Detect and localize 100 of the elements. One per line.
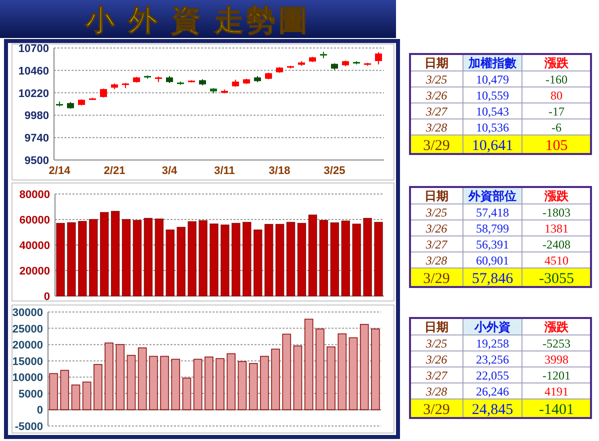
y-tick-label: 25000	[12, 323, 43, 336]
y-tick-label: 20000	[19, 266, 50, 278]
bar	[104, 342, 114, 410]
text: 22,055	[476, 368, 509, 382]
text: -1803	[542, 205, 570, 220]
text: 19,258	[476, 336, 509, 350]
bar	[67, 222, 76, 296]
text: 80	[550, 88, 562, 102]
bar	[60, 370, 70, 410]
text: 10,536	[476, 120, 509, 134]
y-tick-label: 10700	[18, 43, 49, 55]
bar	[116, 344, 125, 410]
text: 加權指數	[468, 56, 518, 70]
bar	[348, 337, 358, 410]
text: 3/28	[424, 384, 448, 398]
text: -3055	[539, 270, 574, 287]
bar	[271, 348, 280, 410]
bar	[78, 221, 87, 296]
bar	[138, 347, 147, 410]
text: 外資部位	[468, 188, 516, 203]
x-tick-label: 3/18	[268, 165, 290, 177]
text: 3/27	[424, 104, 448, 118]
text: 3/25	[424, 205, 448, 220]
x-tick-label: 3/4	[162, 165, 178, 177]
text: 57,846	[472, 270, 514, 287]
bar	[198, 220, 208, 296]
bar	[56, 222, 65, 296]
bar	[94, 364, 102, 410]
bar	[371, 328, 380, 410]
bar	[275, 224, 284, 296]
text: 56,391	[476, 237, 509, 252]
bar	[316, 328, 324, 410]
y-tick-label: 40000	[19, 240, 50, 252]
text: 58,799	[476, 221, 509, 236]
bar	[260, 356, 269, 410]
bar	[82, 382, 92, 410]
bar	[304, 318, 314, 410]
text: 10,559	[476, 88, 509, 102]
bar	[182, 378, 192, 410]
bar	[122, 219, 131, 296]
text: 3/29	[423, 138, 450, 154]
y-tick-label: 80000	[19, 189, 50, 201]
text: -6	[552, 120, 562, 134]
bar	[238, 361, 247, 410]
bar	[132, 220, 142, 296]
y-tick-label: 30000	[12, 307, 43, 319]
text: -1401	[539, 402, 574, 418]
text: 3/25	[424, 72, 448, 86]
chart-title: 小 外 資 走勢圖	[84, 5, 311, 37]
y-tick-label: 5000	[18, 388, 43, 400]
text: 57,418	[476, 205, 509, 220]
x-tick-label: 2/14	[48, 165, 72, 177]
bar	[341, 220, 350, 296]
text: 23,256	[476, 352, 509, 366]
text: -2408	[542, 237, 570, 252]
bar	[226, 353, 236, 410]
bar	[330, 222, 339, 296]
bar	[286, 222, 296, 296]
text: 105	[545, 138, 568, 154]
y-tick-label: 10220	[18, 88, 49, 100]
bar	[154, 218, 164, 296]
bar	[338, 333, 347, 410]
text: 漲跌	[544, 56, 570, 70]
bar	[71, 384, 80, 410]
text: 4191	[544, 384, 568, 398]
y-tick-label: -5000	[14, 421, 43, 433]
text: 3/29	[423, 270, 450, 287]
bar	[188, 221, 196, 296]
bar	[282, 334, 292, 410]
text: 10,479	[476, 72, 509, 86]
bar	[264, 224, 274, 296]
bar	[149, 356, 158, 410]
text: 3/29	[423, 402, 450, 418]
text: 3/28	[424, 120, 448, 134]
bar	[171, 358, 180, 410]
text: 漲跌	[544, 320, 570, 334]
x-tick-label: 3/25	[324, 165, 346, 177]
bar	[166, 230, 174, 296]
bar	[110, 210, 120, 296]
bar	[144, 218, 153, 296]
bar	[308, 214, 318, 296]
text: -5253	[542, 336, 570, 350]
bar	[360, 324, 369, 410]
text: 日期	[424, 320, 448, 334]
text: 10,543	[476, 104, 509, 118]
bar	[293, 345, 302, 410]
bar	[193, 358, 202, 410]
text: 60,901	[476, 253, 509, 268]
bar	[176, 226, 186, 296]
y-tick-label: 10460	[18, 65, 49, 78]
text: 3/26	[424, 221, 448, 236]
bar	[374, 222, 383, 296]
x-tick-label: 2/21	[104, 165, 126, 177]
x-tick-label: 3/11	[214, 165, 235, 177]
text: 1381	[544, 221, 568, 236]
text: 日期	[424, 56, 448, 70]
text: 3/26	[424, 352, 448, 366]
bar	[254, 230, 262, 296]
y-tick-label: 9500	[24, 155, 49, 167]
bar	[216, 358, 224, 410]
